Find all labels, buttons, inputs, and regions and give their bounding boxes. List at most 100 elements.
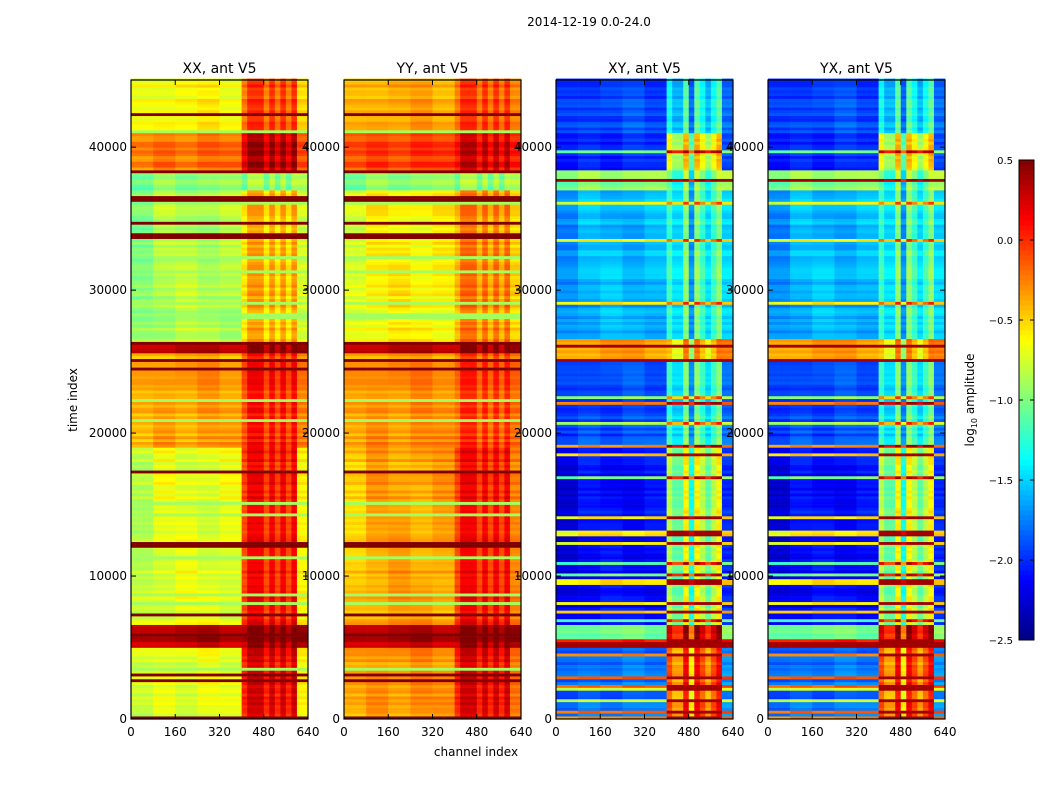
heatmap-cell xyxy=(275,648,281,651)
heatmap-cell xyxy=(286,602,292,605)
heatmap-cell xyxy=(242,567,248,570)
heatmap-cell xyxy=(275,190,281,193)
heatmap-cell xyxy=(175,550,197,553)
heatmap-cell xyxy=(197,170,219,173)
heatmap-cell xyxy=(131,347,153,350)
heatmap-cell xyxy=(258,567,264,570)
heatmap-cell xyxy=(247,579,258,582)
heatmap-cell xyxy=(153,207,175,210)
heatmap-cell xyxy=(297,84,308,87)
heatmap-cell xyxy=(153,505,175,508)
heatmap-cell xyxy=(131,302,153,305)
heatmap-cell xyxy=(477,596,483,599)
heatmap-cell xyxy=(247,167,258,170)
heatmap-cell xyxy=(344,659,366,662)
heatmap-cell xyxy=(488,633,494,636)
heatmap-cell xyxy=(280,402,286,405)
heatmap-cell xyxy=(482,502,488,505)
heatmap-cell xyxy=(297,307,308,310)
heatmap-cell xyxy=(175,393,197,396)
heatmap-cell xyxy=(131,227,153,230)
heatmap-cell xyxy=(242,559,248,562)
heatmap-cell xyxy=(510,419,521,422)
heatmap-cell xyxy=(153,499,175,502)
heatmap-cell xyxy=(280,405,286,408)
heatmap-cell xyxy=(264,688,270,691)
y-tick-label: 10000 xyxy=(89,569,127,583)
heatmap-cell xyxy=(131,579,153,582)
heatmap-cell xyxy=(488,579,494,582)
heatmap-cell xyxy=(220,344,242,347)
heatmap-cell xyxy=(197,619,219,622)
heatmap-cell xyxy=(220,450,242,453)
heatmap-cell xyxy=(275,559,281,562)
heatmap-cell xyxy=(482,653,488,656)
heatmap-cell xyxy=(297,367,308,370)
heatmap-cell xyxy=(131,485,153,488)
heatmap-cell xyxy=(247,499,258,502)
heatmap-cell xyxy=(131,93,153,96)
heatmap-cell xyxy=(275,688,281,691)
heatmap-cell xyxy=(493,682,499,685)
heatmap-cell xyxy=(433,573,455,576)
heatmap-cell xyxy=(220,279,242,282)
heatmap-cell xyxy=(433,490,455,493)
heatmap-cell xyxy=(175,690,197,693)
heatmap-cell xyxy=(197,139,219,142)
heatmap-cell xyxy=(175,150,197,153)
heatmap-cell xyxy=(131,642,153,645)
heatmap-cell xyxy=(131,222,153,225)
heatmap-cell xyxy=(286,290,292,293)
heatmap-cell xyxy=(131,219,153,222)
heatmap-cell xyxy=(247,256,258,259)
heatmap-cell xyxy=(153,676,175,679)
heatmap-cell xyxy=(291,650,297,653)
heatmap-cell xyxy=(175,659,197,662)
heatmap-cell xyxy=(488,599,494,602)
heatmap-cell xyxy=(269,224,275,227)
heatmap-cell xyxy=(258,327,264,330)
heatmap-cell xyxy=(275,273,281,276)
heatmap-cell xyxy=(286,359,292,362)
heatmap-cell xyxy=(269,587,275,590)
heatmap-cell xyxy=(488,662,494,665)
heatmap-cell xyxy=(344,513,366,516)
heatmap-cell xyxy=(175,316,197,319)
heatmap-cell xyxy=(258,222,264,225)
heatmap-cell xyxy=(388,705,410,708)
heatmap-cell xyxy=(280,96,286,99)
heatmap-cell xyxy=(366,630,388,633)
heatmap-cell xyxy=(344,496,366,499)
heatmap-cell xyxy=(297,482,308,485)
heatmap-cell xyxy=(264,562,270,565)
heatmap-cell xyxy=(280,350,286,353)
heatmap-cell xyxy=(366,713,388,716)
heatmap-cell xyxy=(175,384,197,387)
heatmap-cell xyxy=(247,462,258,465)
heatmap-cell xyxy=(242,682,248,685)
heatmap-cell xyxy=(460,613,471,616)
heatmap-cell xyxy=(197,307,219,310)
heatmap-cell xyxy=(280,262,286,265)
heatmap-cell xyxy=(388,708,410,711)
heatmap-cell xyxy=(258,282,264,285)
heatmap-cell xyxy=(197,476,219,479)
heatmap-cell xyxy=(242,507,248,510)
heatmap-cell xyxy=(197,202,219,205)
heatmap-cell xyxy=(344,445,366,448)
heatmap-cell xyxy=(275,662,281,665)
heatmap-cell xyxy=(175,459,197,462)
y-tick-label: 20000 xyxy=(89,426,127,440)
heatmap-cell xyxy=(242,596,248,599)
heatmap-cell xyxy=(482,422,488,425)
heatmap-cell xyxy=(482,702,488,705)
heatmap-cell xyxy=(247,527,258,530)
heatmap-cell xyxy=(220,350,242,353)
heatmap-cell xyxy=(264,579,270,582)
heatmap-cell xyxy=(269,599,275,602)
heatmap-cell xyxy=(510,613,521,616)
heatmap-cell xyxy=(433,682,455,685)
heatmap-cell xyxy=(388,653,410,656)
heatmap-cell xyxy=(477,573,483,576)
heatmap-cell xyxy=(264,110,270,113)
